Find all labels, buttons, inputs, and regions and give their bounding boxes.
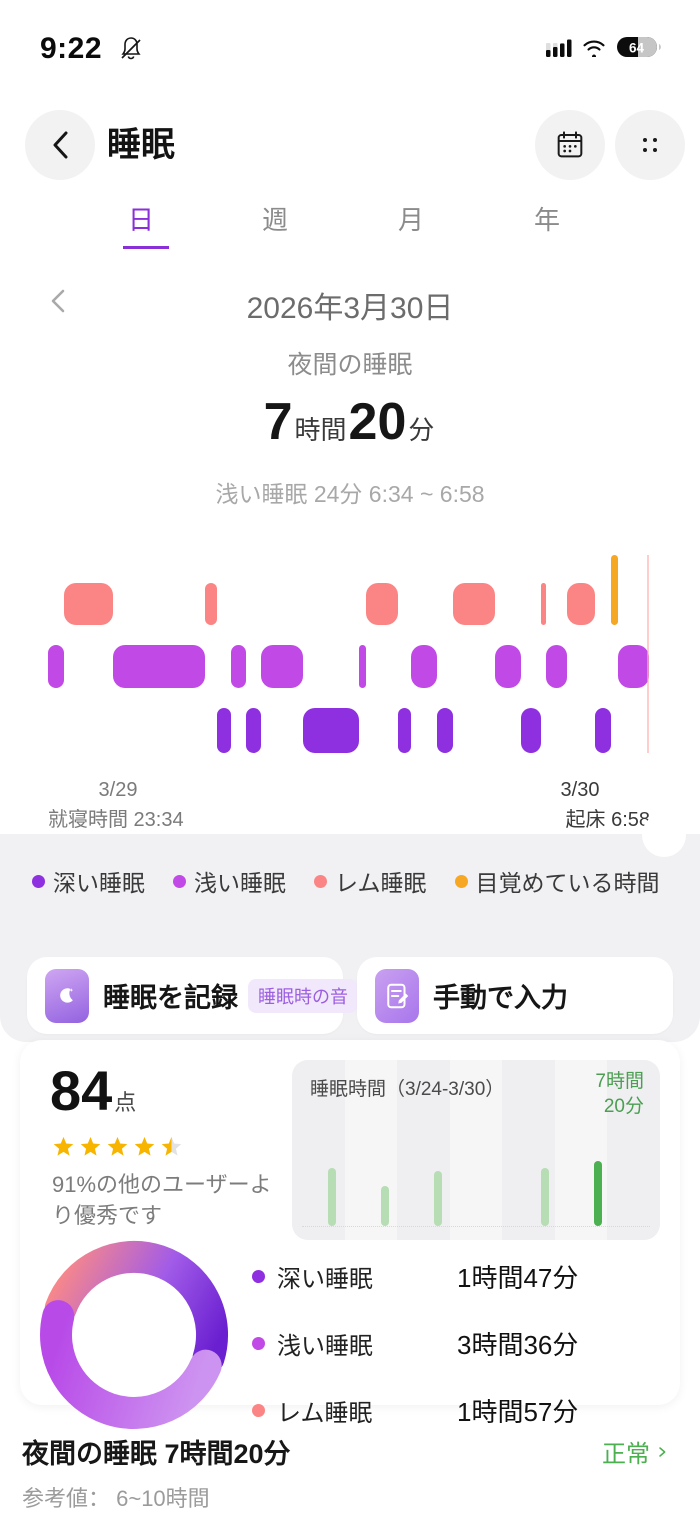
svg-text:64: 64 xyxy=(629,41,645,56)
